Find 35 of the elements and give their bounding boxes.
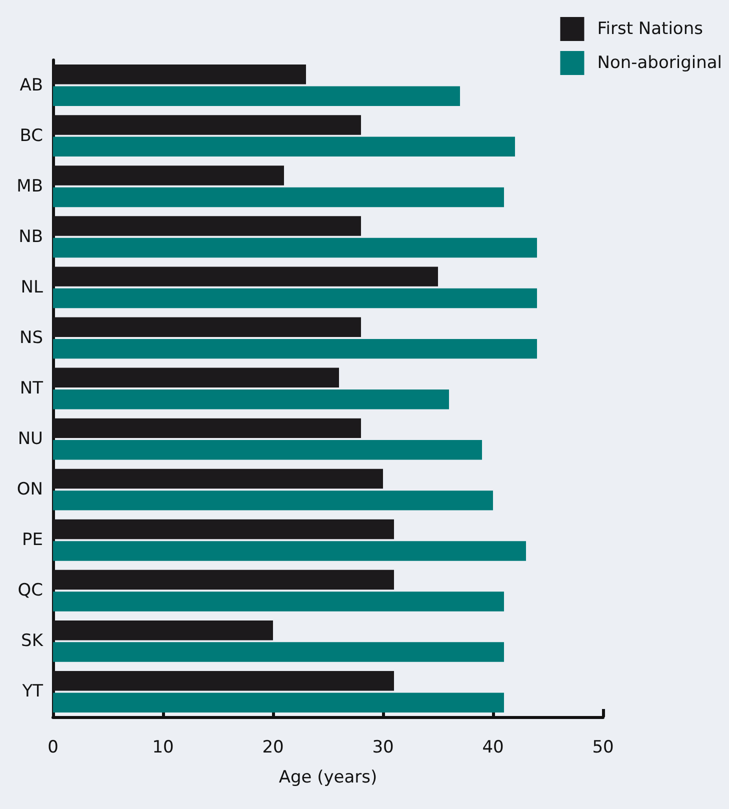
y-tick-label: AB bbox=[20, 75, 43, 96]
x-tick-label: 30 bbox=[372, 738, 394, 758]
bar bbox=[53, 136, 515, 157]
bar bbox=[53, 187, 504, 208]
y-tick-label: BC bbox=[20, 126, 43, 146]
x-tick-label: 40 bbox=[482, 738, 504, 758]
x-axis-title: Age (years) bbox=[278, 768, 378, 788]
y-tick-label: NL bbox=[20, 277, 44, 298]
y-tick-label: PE bbox=[22, 530, 43, 550]
y-tick-label: YT bbox=[21, 682, 44, 702]
bar bbox=[53, 642, 504, 662]
bar bbox=[53, 86, 460, 106]
y-tick-label: MB bbox=[16, 176, 43, 196]
bar bbox=[53, 490, 493, 510]
bar bbox=[53, 389, 449, 410]
y-tick-label: NS bbox=[19, 328, 43, 348]
bar bbox=[53, 238, 537, 258]
y-tick-label: SK bbox=[21, 631, 44, 652]
legend-label: First Nations bbox=[597, 19, 704, 39]
y-tick-label: NB bbox=[18, 226, 43, 247]
legend-label: Non-aboriginal bbox=[597, 53, 722, 73]
bar bbox=[53, 440, 482, 460]
bar bbox=[53, 288, 537, 308]
bar bbox=[53, 692, 504, 712]
x-tick-label: 0 bbox=[48, 738, 58, 758]
bar bbox=[53, 338, 537, 359]
y-tick-label: NU bbox=[18, 429, 43, 450]
bar bbox=[53, 541, 526, 561]
y-tick-label: NT bbox=[20, 378, 44, 398]
y-tick-label: QC bbox=[18, 580, 43, 601]
x-tick-label: 50 bbox=[592, 738, 614, 758]
bar bbox=[53, 592, 504, 612]
x-tick-label: 10 bbox=[152, 738, 174, 758]
y-tick-label: ON bbox=[16, 480, 43, 500]
x-tick-label: 20 bbox=[262, 738, 284, 758]
